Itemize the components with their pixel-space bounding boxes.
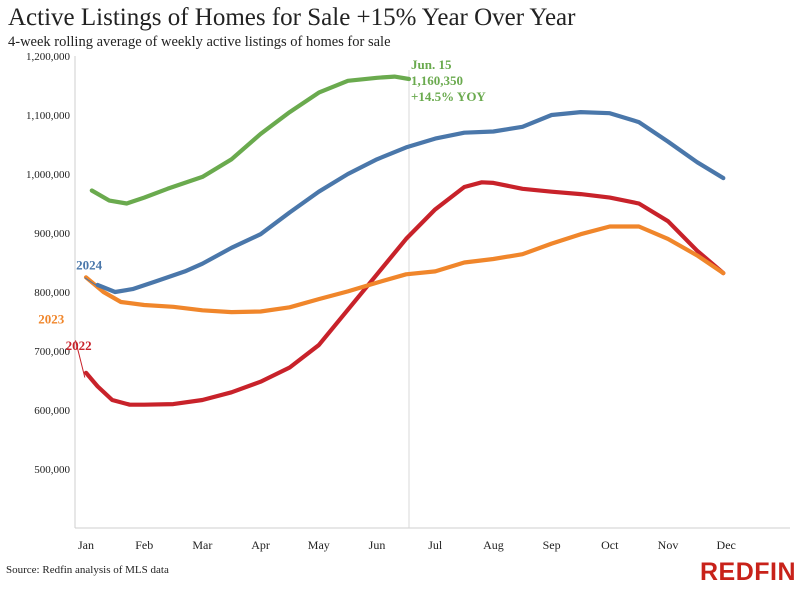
x-tick-label: Nov [658,538,679,552]
x-tick-label: Aug [483,538,504,552]
x-tick-label: Jan [78,538,94,552]
series-lines [83,74,726,407]
series-line-2023 [83,224,726,315]
chart-title: Active Listings of Homes for Sale +15% Y… [8,4,576,31]
x-tick-label: Jun [369,538,386,552]
series-leader-line [75,340,86,378]
x-tick-label: Dec [717,538,736,552]
y-tick-label: 800,000 [34,287,70,299]
y-tick-label: 600,000 [34,405,70,417]
annotation-line: Jun. 15 [411,57,452,72]
x-tick-label: Sep [543,538,561,552]
x-tick-label: May [308,538,330,552]
axes: 500,000 600,000 700,000 800,000 900,000 1,000… [26,51,790,552]
annotation: Jun. 151,160,350+14.5% YOY [411,57,486,104]
x-tick-label: Apr [251,538,270,552]
annotation-line: +14.5% YOY [411,89,486,104]
series-leader-line [84,277,97,286]
y-tick-label: 1,000,000 [26,169,71,181]
chart-subtitle: 4-week rolling average of weekly active … [8,34,391,50]
x-tick-label: Mar [192,538,212,552]
redfin-logo: REDFIN [700,558,797,586]
x-tick-label: Feb [135,538,153,552]
y-tick-label: 1,200,000 [26,51,71,63]
source-note: Source: Redfin analysis of MLS data [6,564,169,576]
y-tick-label: 700,000 [34,346,70,358]
series-label-2023: 2023 [38,311,65,326]
series-line-2025 [89,74,412,206]
x-tick-label: Jul [428,538,443,552]
series-line-2022 [83,180,726,407]
y-tick-label: 1,100,000 [26,110,71,122]
y-tick-label: 900,000 [34,228,70,240]
annotation-line: 1,160,350 [411,73,463,88]
series-label-2024: 2024 [76,258,103,273]
y-tick-label: 500,000 [34,464,70,476]
x-tick-label: Oct [601,538,619,552]
series-line-2024 [95,110,726,295]
series-label-2022: 2022 [66,338,92,353]
